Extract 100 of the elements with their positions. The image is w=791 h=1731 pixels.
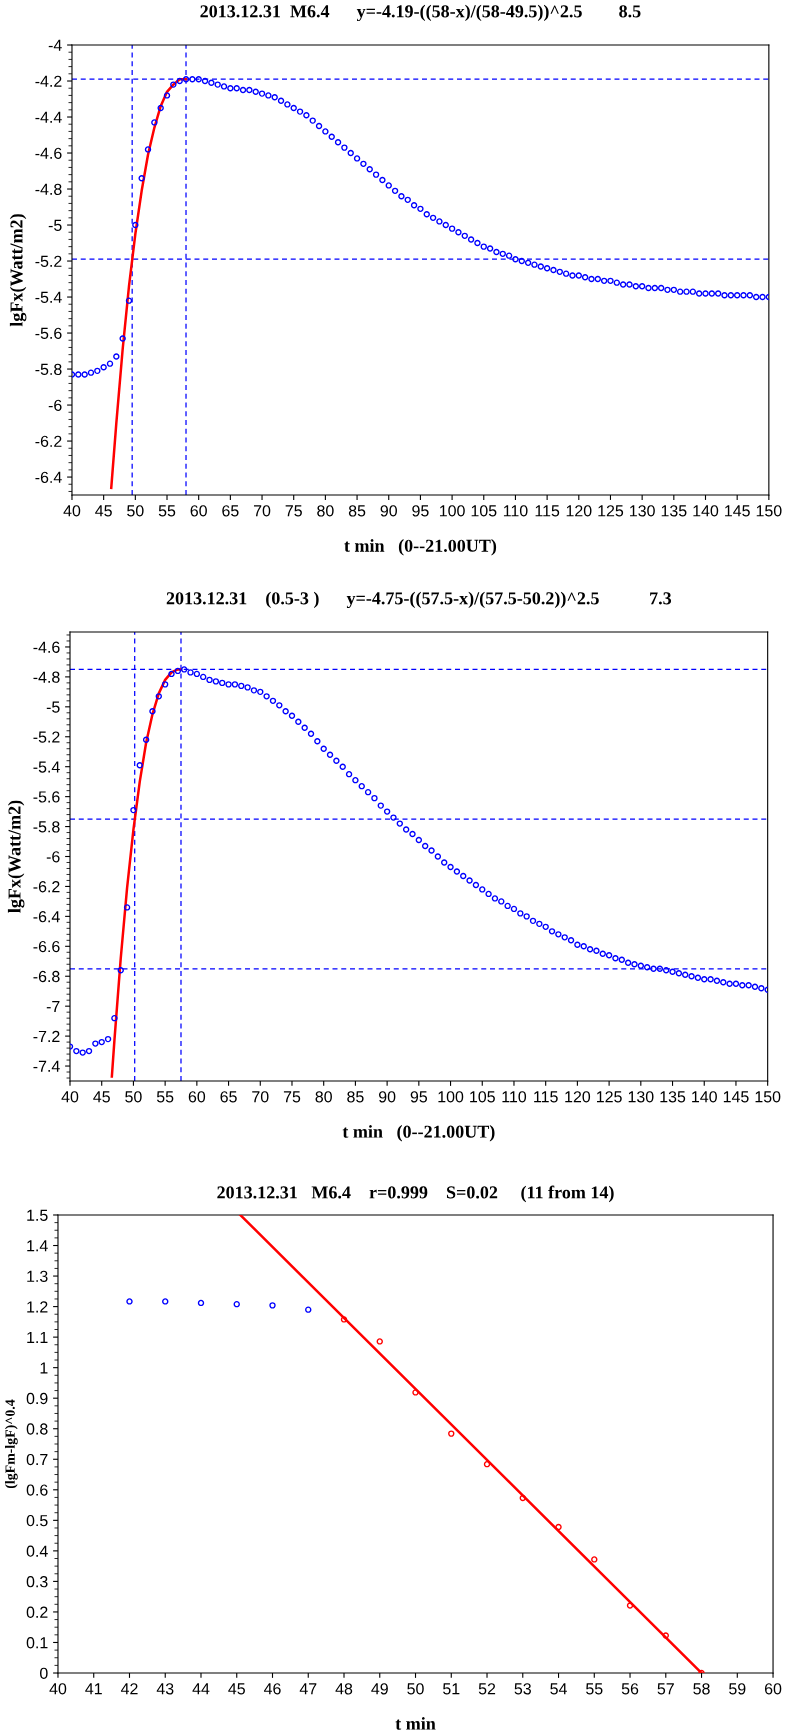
x-tick-label: 120 <box>565 1091 591 1103</box>
y-tick-label: 1 <box>40 1362 48 1374</box>
y-tick-label: -7.4 <box>33 1060 60 1072</box>
y-tick-label: 0.3 <box>26 1576 48 1588</box>
x-tick-label: 150 <box>755 1091 781 1103</box>
y-tick-label: -4.4 <box>35 111 62 123</box>
x-tick-label: 60 <box>190 505 207 517</box>
y-axis-title: lgFx(Watt/m2) <box>7 800 25 913</box>
y-axis-title: (lgFm-lgF)^0.4 <box>5 1399 18 1489</box>
x-tick-label: 40 <box>63 505 81 517</box>
x-tick-label: 57 <box>657 1683 674 1695</box>
point <box>698 1669 705 1674</box>
y-tick-label: -4.6 <box>33 641 60 653</box>
point <box>305 1306 312 1313</box>
x-tick-label: 50 <box>125 1091 142 1103</box>
x-tick-label: 80 <box>317 505 334 517</box>
point <box>662 1632 669 1639</box>
x-tick-label: 50 <box>127 505 144 517</box>
x-tick-label: 140 <box>692 1091 717 1103</box>
x-tick-label: 105 <box>470 1091 495 1103</box>
chart-title: 2013.12.31 M6.4 r=0.999 S=0.02 (11 from 14) <box>217 1185 614 1203</box>
point <box>340 1316 348 1323</box>
y-tick-label: -6.6 <box>33 940 60 953</box>
x-tick-label: 43 <box>156 1683 174 1695</box>
x-tick-label: 65 <box>222 505 239 517</box>
x-tick-label: 55 <box>156 1091 174 1103</box>
x-tick-label: 48 <box>335 1683 353 1695</box>
x-tick-label: 115 <box>535 505 560 517</box>
x-tick-label: 130 <box>630 505 655 517</box>
y-tick-label: -6.2 <box>33 881 60 893</box>
y-tick-label: -5.8 <box>33 821 60 833</box>
x-tick-label: 125 <box>598 505 624 517</box>
x-tick-label: 120 <box>566 505 592 517</box>
x-tick-label: 53 <box>514 1683 531 1695</box>
x-tick-label: 90 <box>380 505 397 517</box>
x-tick-label: 56 <box>621 1683 639 1695</box>
x-tick-label: 95 <box>412 505 429 517</box>
line-series <box>110 77 188 490</box>
x-axis-title: t min <box>395 1717 436 1730</box>
x-tick-label: 85 <box>348 505 366 517</box>
x-tick-label: 105 <box>471 505 497 517</box>
point <box>197 1299 205 1307</box>
x-tick-label: 40 <box>61 1091 79 1103</box>
y-tick-label: 0.9 <box>26 1392 48 1405</box>
y-tick-label: 1.1 <box>27 1331 48 1343</box>
x-tick-label: 70 <box>253 505 271 517</box>
x-tick-label: 46 <box>263 1683 281 1695</box>
x-tick-label: 130 <box>628 1091 654 1103</box>
x-tick-label: 49 <box>371 1683 388 1695</box>
x-tick-label: 51 <box>443 1683 460 1695</box>
x-tick-label: 52 <box>478 1683 496 1695</box>
x-tick-label: 135 <box>661 505 687 517</box>
x-tick-label: 45 <box>228 1683 245 1695</box>
x-tick-label: 58 <box>693 1683 710 1695</box>
x-tick-label: 70 <box>252 1091 269 1103</box>
x-tick-label: 60 <box>764 1683 782 1695</box>
x-tick-label: 110 <box>503 505 528 517</box>
point <box>376 1338 383 1345</box>
y-tick-label: 1.3 <box>27 1270 48 1282</box>
y-tick-label: -5.2 <box>35 255 62 267</box>
y-tick-label: 1.5 <box>27 1209 48 1221</box>
y-tick-label: 0.8 <box>26 1423 48 1435</box>
y-tick-label: 0.2 <box>26 1606 48 1618</box>
x-axis-title: t min (0--21.00UT) <box>342 1125 495 1142</box>
y-tick-label: -4.2 <box>35 75 62 87</box>
x-tick-label: 110 <box>502 1091 527 1103</box>
y-tick-label: 1.2 <box>27 1301 48 1313</box>
y-tick-label: -5 <box>46 701 60 713</box>
x-tick-label: 135 <box>660 1091 686 1103</box>
y-tick-label: 0.5 <box>26 1514 48 1527</box>
y-tick-label: -5.6 <box>33 791 60 803</box>
x-tick-label: 44 <box>192 1683 210 1695</box>
point <box>626 1602 634 1609</box>
point <box>483 1460 491 1468</box>
y-tick-label: -6 <box>46 851 60 863</box>
x-tick-label: 75 <box>283 1091 301 1103</box>
point <box>126 1298 133 1305</box>
y-tick-label: -5.4 <box>33 761 60 773</box>
x-tick-label: 50 <box>407 1683 424 1695</box>
x-tick-label: 140 <box>693 505 719 517</box>
x-tick-label: 45 <box>95 505 112 517</box>
y-tick-label: 0.1 <box>26 1637 48 1649</box>
x-tick-label: 115 <box>534 1091 558 1103</box>
x-tick-label: 150 <box>756 505 782 517</box>
y-tick-label: -7 <box>46 1000 60 1012</box>
y-tick-label: 0.6 <box>26 1484 48 1496</box>
point <box>591 1556 598 1563</box>
x-tick-label: 55 <box>158 505 176 517</box>
chart-title: 2013.12.31 M6.4 y=-4.19-((58-x)/(58-49.5))^2.5 8.5 <box>200 4 641 22</box>
x-tick-label: 145 <box>725 505 750 517</box>
y-tick-label: -5.8 <box>35 363 62 375</box>
x-tick-label: 100 <box>438 1091 464 1103</box>
chart-title: 2013.12.31 (0.5-3 ) y=-4.75-((57.5-x)/(57.5-50.2))^2.5 7.3 <box>166 591 672 609</box>
y-tick-label: -6.8 <box>33 970 60 983</box>
x-tick-label: 90 <box>378 1091 396 1103</box>
y-tick-label: 0 <box>40 1667 48 1679</box>
y-tick-label: -6.4 <box>33 911 60 923</box>
y-tick-label: -5.6 <box>35 327 62 339</box>
y-tick-label: 0.4 <box>26 1545 48 1557</box>
y-tick-label: -5 <box>48 219 62 231</box>
